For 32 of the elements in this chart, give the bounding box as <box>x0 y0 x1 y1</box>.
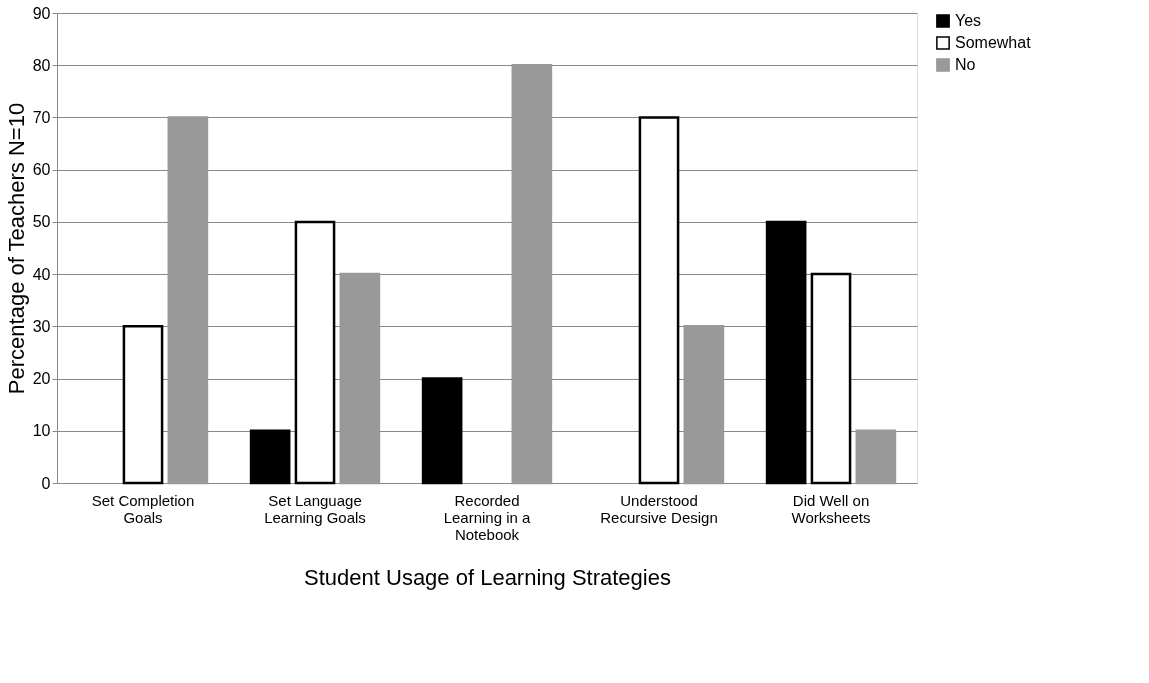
bar <box>122 325 164 485</box>
x-tick-label: Understood Recursive Design <box>600 491 718 526</box>
y-tick-label: 60 <box>32 161 51 179</box>
y-tick-label: 20 <box>32 370 51 388</box>
bar <box>421 377 463 485</box>
bar <box>765 220 807 485</box>
bar <box>339 272 381 485</box>
y-tick-label: 30 <box>32 317 51 335</box>
y-tick-label: 80 <box>32 56 51 74</box>
y-tick-label: 0 <box>41 474 51 492</box>
y-tick-label: 40 <box>32 265 51 283</box>
bar <box>638 116 680 485</box>
y-tick-label: 90 <box>32 4 51 22</box>
bar <box>249 429 291 485</box>
x-axis-title: Student Usage of Learning Strategies <box>304 564 671 590</box>
legend-label: No <box>955 56 976 73</box>
bar <box>810 272 852 485</box>
y-tick-label: 50 <box>32 213 51 231</box>
bar <box>294 220 336 485</box>
bar <box>855 429 897 485</box>
y-axis-title: Percentage of Teachers N=10 <box>3 102 29 395</box>
legend-label: Yes <box>955 12 982 29</box>
x-tick-label: Set Language Learning Goals <box>264 491 366 526</box>
bar <box>683 325 725 485</box>
legend-label: Somewhat <box>955 34 1032 51</box>
x-tick-label: Set Completion Goals <box>91 491 195 526</box>
bar <box>511 63 553 485</box>
y-tick-label: 70 <box>32 108 51 126</box>
bar <box>167 116 209 485</box>
x-tick-label: Did Well on Worksheets <box>791 491 871 526</box>
y-tick-label: 10 <box>32 422 51 440</box>
x-tick-label: Recorded Learning in a Notebook <box>443 491 532 543</box>
